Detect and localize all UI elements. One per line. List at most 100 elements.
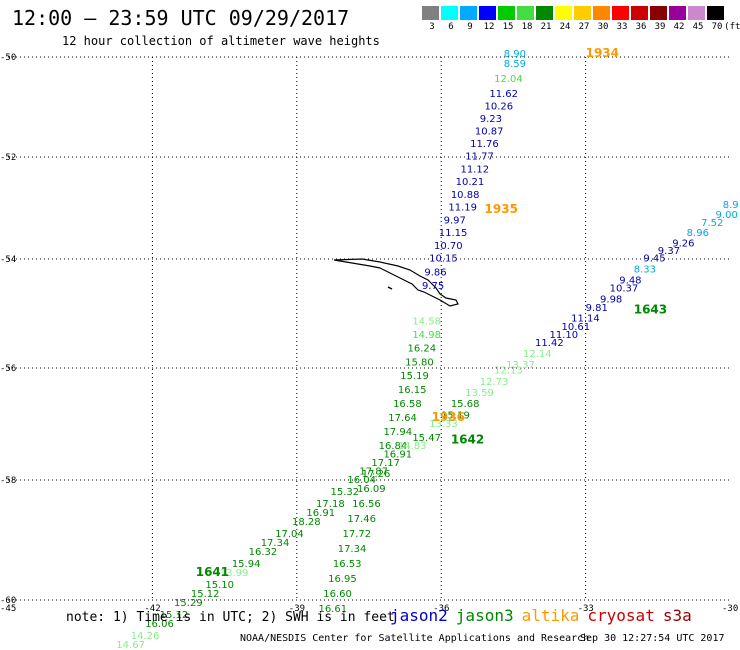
- longitude-label: -45: [0, 604, 16, 614]
- legend-swatch: [460, 6, 477, 20]
- wave-height-value: 14.26: [131, 631, 160, 642]
- wave-height-value: 12.04: [494, 74, 523, 85]
- legend-swatch: [688, 6, 705, 20]
- legend-tick-label: 9: [467, 22, 473, 32]
- longitude-label: -33: [578, 604, 594, 614]
- wave-height-value: 12.73: [480, 377, 509, 388]
- wave-height-value: 16.58: [393, 399, 422, 410]
- wave-height-value: 10.88: [451, 190, 480, 201]
- legend-swatch: [441, 6, 458, 20]
- legend-swatch: [574, 6, 591, 20]
- legend-swatch: [555, 6, 572, 20]
- pass-number: 1642: [451, 433, 484, 447]
- wave-height-value: 9.00: [716, 210, 738, 221]
- satellite-altika: altika: [521, 606, 580, 625]
- legend-tick-label: 70: [711, 22, 723, 32]
- pass-number: 1934: [586, 46, 619, 60]
- wave-height-value: 16.91: [306, 508, 335, 519]
- satellite-jason2: jason2: [390, 606, 448, 625]
- wave-height-value: 15.12: [160, 610, 189, 621]
- page-subtitle: 12 hour collection of altimeter wave hei…: [62, 34, 380, 48]
- wave-height-value: 16.53: [333, 559, 362, 570]
- wave-height-value: 12.13: [494, 366, 523, 377]
- units-note: note: 1) Time is in UTC; 2) SWH is in fe…: [66, 610, 395, 625]
- legend-tick-label: 33: [616, 22, 628, 32]
- wave-height-value: 9.45: [643, 254, 665, 265]
- pass-number-labels: 1934193519361642164316411640: [196, 46, 667, 579]
- wave-height-value: 11.19: [448, 203, 477, 214]
- wave-height-value: 16.15: [398, 385, 427, 396]
- wave-height-value: 17.17: [371, 458, 400, 469]
- wave-height-value: 14.98: [412, 330, 441, 341]
- wave-height-value: 9.86: [424, 267, 446, 278]
- legend-unit: (ft): [724, 22, 740, 32]
- wave-height-value: 13.33: [429, 419, 458, 430]
- wave-height-value: 11.42: [535, 338, 564, 349]
- satellite-s3a: s3a: [662, 606, 692, 625]
- legend-swatch: [498, 6, 515, 20]
- legend-swatch: [593, 6, 610, 20]
- wave-height-value: 9.97: [444, 215, 466, 226]
- wave-height-value: 9.48: [619, 276, 641, 287]
- wave-height-value: 16.24: [408, 344, 437, 355]
- wave-height-value: 16.06: [145, 619, 174, 630]
- wave-height-value: 16.91: [383, 450, 412, 461]
- wave-height-value: 16.84: [379, 441, 408, 452]
- wave-height-value: 17.87: [359, 466, 388, 477]
- wave-height-value: 18.28: [292, 517, 321, 528]
- wave-height-value: 13.59: [465, 388, 494, 399]
- wave-height-value: 11.77: [465, 152, 494, 163]
- wave-height-value: 11.62: [489, 89, 518, 100]
- wave-height-value: 17.72: [343, 529, 372, 540]
- wave-height-value: 8.96: [687, 228, 709, 239]
- latitude-label: -54: [0, 255, 16, 265]
- wave-height-value: 15.94: [232, 559, 261, 570]
- legend-swatch: [612, 6, 629, 20]
- wave-height-value: 17.34: [261, 538, 290, 549]
- axis-labels: -50 -52 -54 -56 -58 -60-45 -42 -39 -36 -33 -30: [0, 53, 738, 614]
- wave-height-value: 17.26: [362, 469, 391, 480]
- wave-height-value: 8.33: [634, 265, 656, 276]
- legend-swatch: [517, 6, 534, 20]
- wave-height-value: 15.80: [405, 357, 434, 368]
- wave-height-value: 10.70: [434, 241, 463, 252]
- wave-height-value: 9.37: [658, 246, 680, 257]
- wave-height-value: 15.32: [330, 487, 359, 498]
- legend-swatch: [479, 6, 496, 20]
- satellite-key: jason2 jason3 altika cryosat s3a: [390, 606, 700, 625]
- legend-tick-label: 42: [673, 22, 685, 32]
- pass-number: 1641: [196, 565, 229, 579]
- wave-height-value: 15.47: [412, 433, 441, 444]
- wave-height-value: 11.15: [439, 228, 468, 239]
- legend-tick-label: 45: [692, 22, 704, 32]
- wave-height-value: 15.19: [441, 410, 470, 421]
- legend-tick-label: 18: [521, 22, 533, 32]
- wave-height-value: 16.61: [318, 604, 347, 615]
- wave-height-value: 11.76: [470, 139, 499, 150]
- wave-height-value: 16.56: [352, 499, 381, 510]
- wave-height-value: 15.12: [191, 589, 220, 600]
- wave-height-value: 9.98: [600, 295, 622, 306]
- wave-height-value: 13.37: [506, 360, 535, 371]
- wave-height-value: 16.95: [328, 574, 357, 585]
- wave-height-value: 14.58: [412, 316, 441, 327]
- pass-number: 1936: [432, 410, 465, 424]
- wave-height-value: 8.90: [504, 49, 526, 60]
- wave-height-value: 17.34: [338, 544, 367, 555]
- legend-tick-label: 6: [448, 22, 454, 32]
- pass-number: 1643: [634, 303, 667, 317]
- wave-height-value: 17.18: [316, 499, 345, 510]
- wave-height-value: 16.32: [249, 547, 278, 558]
- wave-height-value: 9.23: [480, 114, 502, 125]
- legend-swatch: [707, 6, 724, 20]
- longitude-label: -30: [722, 604, 738, 614]
- legend-swatch: [669, 6, 686, 20]
- wave-height-value: 13.99: [220, 568, 249, 579]
- legend-tick-label: 27: [578, 22, 590, 32]
- wave-height-value: 16.04: [347, 475, 376, 486]
- wave-height-value: 8.59: [504, 59, 526, 70]
- page-title: 12:00 – 23:59 UTC 09/29/2017: [12, 6, 350, 30]
- legend-tick-label: 3: [429, 22, 435, 32]
- legend-tick-label: 15: [502, 22, 514, 32]
- wave-height-value: 17.04: [275, 529, 304, 540]
